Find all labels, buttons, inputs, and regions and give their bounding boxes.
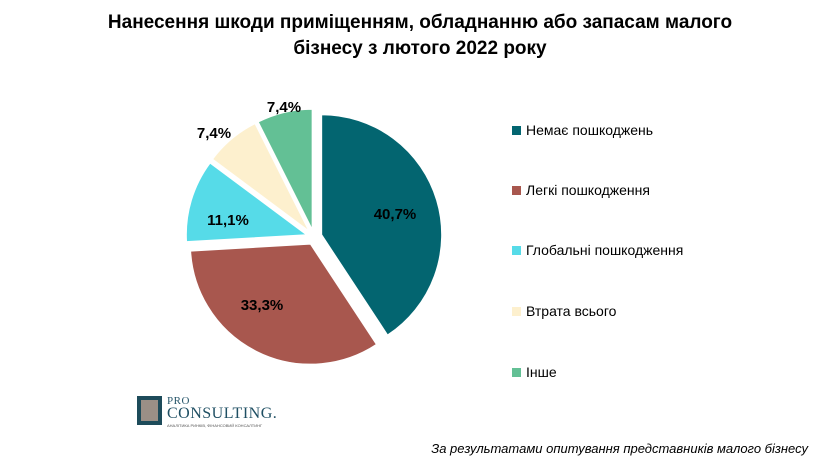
- source-footnote: За результатами опитування представників…: [431, 441, 808, 456]
- legend-swatch-light-damage: [512, 186, 521, 195]
- logo-text-pro: PRO: [167, 395, 190, 407]
- legend-label-other: Інше: [526, 364, 557, 380]
- chart-title-line-1: Нанесення шкоди приміщенням, обладнанню …: [107, 12, 733, 33]
- pie-slice-light-damage: [190, 243, 378, 365]
- pie-slice-global-damage: [185, 162, 308, 243]
- chart-title-line-2: бізнесу з лютого 2022 року: [293, 38, 547, 59]
- logo-text-consulting: CONSULTING.: [167, 405, 278, 422]
- legend-swatch-global-damage: [512, 246, 521, 255]
- legend-swatch-other: [512, 368, 521, 377]
- data-label-no-damage: 40,7%: [374, 206, 417, 223]
- logo-tagline: АНАЛІТИКА РИНКІВ, ФІНАНСОВИЙ КОНСАЛТИНГ: [167, 423, 263, 428]
- legend-label-no-damage: Немає пошкоджень: [526, 122, 654, 138]
- legend-label-light-damage: Легкі пошкодження: [526, 182, 650, 198]
- data-label-light-damage: 33,3%: [241, 297, 284, 314]
- data-label-total-loss: 7,4%: [197, 125, 231, 142]
- logo-mark-icon: [137, 396, 162, 425]
- pie-slice-total-loss: [211, 122, 310, 232]
- legend-swatch-no-damage: [512, 126, 521, 135]
- legend-swatch-total-loss: [512, 307, 521, 316]
- pie-slice-no-damage: [321, 114, 443, 336]
- pro-consulting-logo: PRO CONSULTING. АНАЛІТИКА РИНКІВ, ФІНАНС…: [137, 395, 278, 430]
- chart-title: Нанесення шкоди приміщенням, обладнанню …: [40, 10, 800, 62]
- legend-label-global-damage: Глобальні пошкодження: [526, 242, 684, 258]
- legend-label-total-loss: Втрата всього: [526, 303, 617, 319]
- data-label-global-damage: 11,1%: [207, 212, 249, 229]
- pie-slice-other: [257, 108, 313, 230]
- data-label-other: 7,4%: [267, 99, 301, 116]
